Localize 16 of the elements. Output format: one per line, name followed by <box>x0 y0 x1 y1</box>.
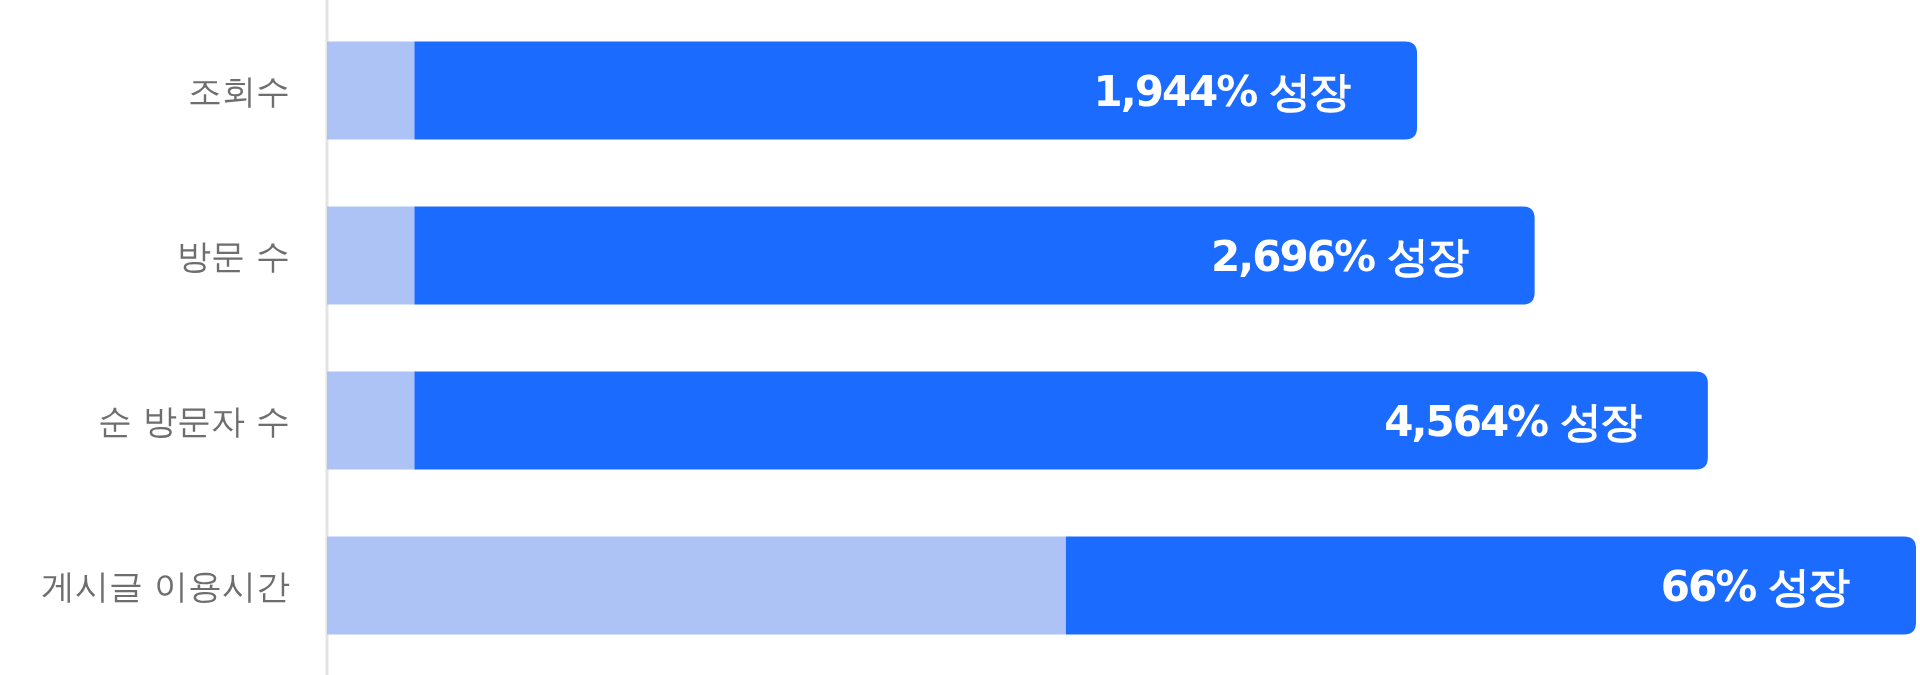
annotation: 2,696% 성장 <box>1211 231 1469 281</box>
annotation: 1,944% 성장 <box>1093 66 1352 116</box>
bar <box>327 206 415 305</box>
bar <box>414 41 1418 140</box>
bar <box>414 371 1708 470</box>
bar <box>327 41 415 140</box>
y-tick-label: 조회수 <box>188 70 290 111</box>
bar <box>327 536 1066 635</box>
y-tick-label: 게시글 이용시간 <box>41 565 290 606</box>
annotation: 66% 성장 <box>1660 561 1850 611</box>
bar <box>414 206 1535 305</box>
bar <box>327 371 415 470</box>
y-tick-label: 방문 수 <box>177 235 290 276</box>
bar <box>1065 536 1916 635</box>
annotation: 4,564% 성장 <box>1384 396 1642 446</box>
y-tick-label: 순 방문자 수 <box>98 400 290 441</box>
